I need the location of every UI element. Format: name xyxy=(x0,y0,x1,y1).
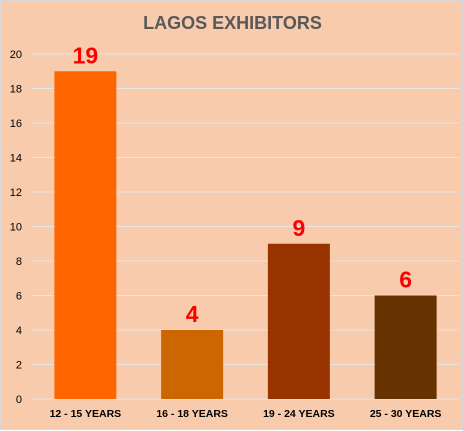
bar xyxy=(161,330,224,399)
chart-title: LAGOS EXHIBITORS xyxy=(143,13,322,33)
y-tick-label: 2 xyxy=(16,360,22,372)
data-label: 9 xyxy=(292,215,305,241)
y-tick-label: 18 xyxy=(10,84,22,96)
y-tick-label: 14 xyxy=(10,153,22,165)
y-tick-label: 12 xyxy=(10,187,22,199)
y-axis-tick-labels: 0 2 4 6 8 10 12 14 16 18 20 xyxy=(10,49,22,406)
bar xyxy=(267,243,330,399)
y-tick-label: 16 xyxy=(10,118,22,130)
data-label: 6 xyxy=(399,267,412,293)
x-category-label: 25 - 30 YEARS xyxy=(370,408,442,420)
y-tick-label: 8 xyxy=(16,256,22,268)
bars xyxy=(54,71,437,399)
y-tick-label: 6 xyxy=(16,291,22,303)
x-category-label: 19 - 24 YEARS xyxy=(263,408,335,420)
y-tick-label: 10 xyxy=(10,222,22,234)
x-axis-category-labels: 12 - 15 YEARS 16 - 18 YEARS 19 - 24 YEARS 2… xyxy=(50,408,442,420)
y-tick-label: 20 xyxy=(10,49,22,61)
data-label: 19 xyxy=(73,42,99,68)
x-category-label: 12 - 15 YEARS xyxy=(50,408,122,420)
data-label: 4 xyxy=(186,301,199,327)
x-category-label: 16 - 18 YEARS xyxy=(156,408,228,420)
data-labels: 19 4 9 6 xyxy=(73,42,412,327)
bar xyxy=(374,295,437,399)
bar xyxy=(54,71,117,399)
y-tick-label: 0 xyxy=(16,394,22,406)
y-tick-label: 4 xyxy=(16,325,22,337)
